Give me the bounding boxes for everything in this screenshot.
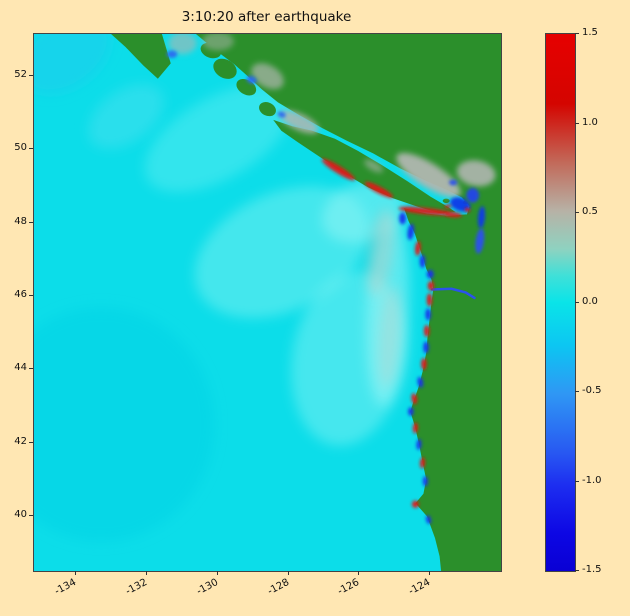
coastal-marker — [416, 439, 422, 450]
coastal-marker — [427, 281, 435, 291]
colorbar-tick-mark — [575, 570, 579, 571]
x-tick-mark — [75, 571, 77, 575]
coastal-marker — [444, 211, 462, 218]
y-tick-label: 52 — [14, 69, 27, 81]
coastal-marker — [321, 158, 355, 181]
coastal-marker — [364, 181, 394, 198]
colorbar-tick-mark — [575, 33, 579, 34]
coastal-marker — [444, 204, 452, 209]
colorbar-gradient — [546, 34, 575, 571]
coastal-marker — [412, 422, 418, 434]
coastal-marker — [464, 207, 471, 213]
wave-patch — [366, 208, 395, 296]
coastal-marker — [417, 376, 424, 388]
wave-patch — [144, 84, 292, 193]
colorbar-tick-label: 0.0 — [582, 295, 598, 307]
coastal-marker — [419, 254, 426, 268]
gray-patch — [396, 152, 461, 198]
x-tick-mark — [287, 571, 289, 575]
x-tick-label: -130 — [194, 577, 221, 598]
coastal-marker — [411, 393, 418, 405]
tsunami-map — [34, 34, 501, 571]
gray-patch — [202, 34, 234, 51]
y-tick-label: 42 — [14, 435, 27, 447]
x-tick-mark — [358, 571, 360, 575]
y-tick-mark — [29, 368, 33, 370]
y-tick-label: 44 — [14, 362, 27, 374]
y-tick-mark — [29, 75, 33, 77]
x-tick-label: -134 — [53, 577, 79, 598]
y-tick-mark — [29, 515, 33, 517]
y-tick-label: 50 — [14, 142, 27, 154]
island — [442, 198, 450, 203]
coastal-marker — [415, 241, 421, 256]
coastal-marker — [399, 212, 407, 225]
coastal-marker — [423, 341, 429, 354]
gray-patch — [456, 160, 496, 187]
y-tick-label: 48 — [14, 215, 27, 227]
y-tick-mark — [29, 295, 33, 297]
coastal-marker — [408, 407, 414, 416]
coastal-marker — [411, 500, 419, 508]
coastal-marker — [423, 325, 430, 337]
colorbar-tick-label: 1.0 — [582, 116, 598, 128]
colorbar-tick-label: 1.5 — [582, 27, 598, 38]
x-tick-label: -124 — [407, 577, 433, 598]
inland-water — [466, 188, 480, 203]
gray-patch — [364, 159, 384, 173]
y-tick-mark — [29, 148, 33, 150]
coastal-marker — [422, 476, 428, 487]
colorbar-tick-mark — [575, 212, 579, 213]
x-tick-mark — [216, 571, 218, 575]
y-tick-mark — [29, 441, 33, 443]
colorbar-tick-label: -0.5 — [582, 385, 602, 396]
inland-water — [450, 197, 471, 212]
colorbar-tick-mark — [575, 301, 579, 303]
coastal-marker — [419, 457, 426, 469]
colorbar-tick-mark — [575, 122, 579, 124]
x-tick-mark — [146, 571, 148, 575]
colorbar — [545, 33, 576, 572]
inland-water — [166, 50, 178, 58]
y-tick-mark — [29, 221, 33, 223]
colorbar-tick-label: -1.5 — [582, 564, 602, 575]
plot-title: 3:10:20 after earthquake — [181, 9, 352, 25]
coastal-marker — [426, 293, 433, 307]
wave-patch — [34, 307, 215, 542]
colorbar-tick-label: 0.5 — [582, 206, 598, 217]
x-tick-label: -126 — [336, 577, 362, 598]
y-tick-label: 40 — [14, 509, 27, 521]
columbia-river — [430, 287, 476, 300]
inland-water — [477, 206, 486, 229]
coastal-marker — [398, 206, 452, 216]
x-tick-label: -132 — [124, 577, 150, 598]
inland-water — [449, 179, 458, 186]
wave-patch — [88, 84, 164, 149]
coastal-marker — [425, 308, 431, 321]
colorbar-tick-mark — [575, 480, 579, 482]
coastal-marker — [407, 223, 415, 240]
inland-water — [475, 228, 485, 254]
island — [213, 58, 237, 79]
wave-patch — [378, 285, 401, 388]
x-tick-label: -128 — [265, 577, 291, 598]
colorbar-tick-label: -1.0 — [582, 474, 602, 486]
coastal-marker — [426, 269, 434, 279]
land-haida-gwaii — [111, 34, 171, 79]
gray-patch — [168, 34, 197, 55]
y-tick-label: 46 — [14, 289, 27, 301]
wave-patch — [34, 34, 111, 94]
land-vancouver-island — [273, 119, 456, 214]
gray-patch — [279, 110, 319, 134]
coastal-marker — [425, 515, 432, 524]
coastal-marker — [421, 358, 427, 370]
gray-patch — [251, 63, 284, 90]
colorbar-tick-mark — [575, 391, 579, 392]
island — [259, 102, 276, 117]
inland-water — [277, 111, 286, 118]
inland-water — [246, 75, 257, 84]
x-tick-mark — [429, 571, 431, 575]
map-plot — [33, 33, 502, 572]
